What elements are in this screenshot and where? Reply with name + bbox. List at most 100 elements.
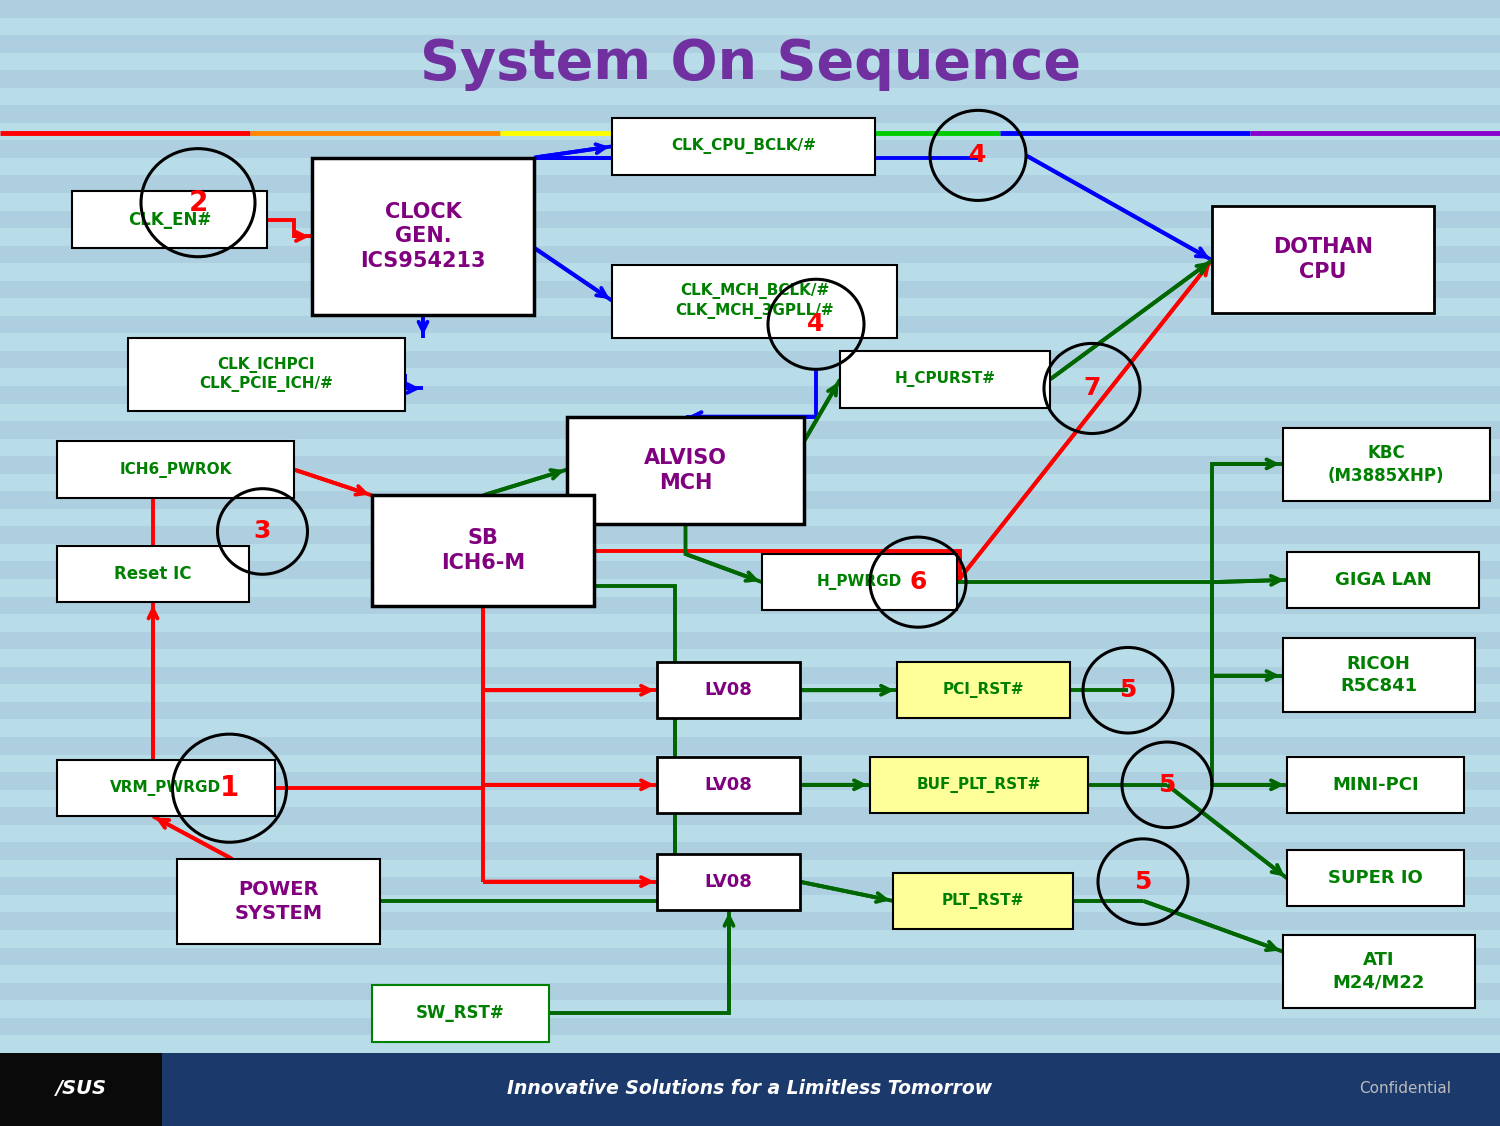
Text: ALVISO
MCH: ALVISO MCH: [644, 448, 728, 492]
Bar: [0, 298, 1500, 315]
Bar: [72, 191, 267, 248]
Bar: [0, 368, 1500, 386]
Text: PLT_RST#: PLT_RST#: [942, 893, 1023, 909]
Text: Reset IC: Reset IC: [114, 565, 192, 583]
Bar: [0, 263, 1500, 280]
Bar: [0, 70, 1500, 88]
Bar: [0, 0, 1500, 18]
Text: SB
ICH6-M: SB ICH6-M: [441, 528, 525, 573]
Text: KBC
(M3885XHP): KBC (M3885XHP): [1328, 445, 1444, 484]
Bar: [372, 985, 549, 1042]
Bar: [0, 789, 1500, 807]
Bar: [892, 873, 1072, 929]
Bar: [0, 965, 1500, 983]
Bar: [0, 211, 1500, 229]
Bar: [1212, 206, 1434, 313]
Bar: [0, 88, 1500, 105]
Bar: [0, 280, 1500, 298]
Bar: [762, 554, 957, 610]
Text: SUPER IO: SUPER IO: [1328, 869, 1424, 887]
Text: ATI
M24/M22: ATI M24/M22: [1332, 951, 1425, 991]
Bar: [0, 597, 1500, 614]
Text: 1: 1: [220, 775, 238, 802]
Bar: [1287, 552, 1479, 608]
Bar: [0, 860, 1500, 877]
Text: Innovative Solutions for a Limitless Tomorrow: Innovative Solutions for a Limitless Tom…: [507, 1080, 993, 1098]
Text: 7: 7: [1083, 376, 1101, 401]
Text: 6: 6: [909, 570, 927, 595]
Bar: [0, 456, 1500, 474]
Text: DOTHAN
CPU: DOTHAN CPU: [1274, 238, 1372, 282]
Bar: [0, 614, 1500, 632]
Text: 2: 2: [189, 189, 207, 216]
Text: SW_RST#: SW_RST#: [416, 1004, 506, 1022]
Text: ICH6_PWROK: ICH6_PWROK: [120, 462, 231, 477]
Bar: [0, 842, 1500, 860]
Bar: [612, 265, 897, 338]
Bar: [0, 123, 1500, 141]
Bar: [657, 757, 800, 813]
Bar: [0, 1053, 1500, 1126]
Bar: [0, 193, 1500, 211]
Bar: [0, 667, 1500, 685]
Bar: [1287, 850, 1464, 906]
Text: 3: 3: [254, 519, 272, 544]
Bar: [0, 947, 1500, 965]
Text: MINI-PCI: MINI-PCI: [1332, 776, 1419, 794]
Bar: [0, 439, 1500, 456]
Text: VRM_PWRGD: VRM_PWRGD: [110, 780, 222, 796]
Bar: [0, 983, 1500, 1000]
Bar: [128, 338, 405, 411]
Bar: [1282, 428, 1490, 501]
Bar: [0, 632, 1500, 650]
Bar: [567, 417, 804, 524]
Text: CLOCK
GEN.
ICS954213: CLOCK GEN. ICS954213: [360, 202, 486, 271]
Bar: [0, 562, 1500, 579]
Bar: [0, 877, 1500, 895]
Bar: [0, 1018, 1500, 1035]
Text: CLK_ICHPCI
CLK_PCIE_ICH/#: CLK_ICHPCI CLK_PCIE_ICH/#: [200, 357, 333, 392]
Text: PCI_RST#: PCI_RST#: [942, 682, 1024, 698]
Bar: [0, 720, 1500, 736]
Bar: [0, 351, 1500, 368]
Text: LV08: LV08: [705, 873, 752, 891]
Bar: [1282, 935, 1474, 1008]
Text: LV08: LV08: [705, 776, 752, 794]
Bar: [0, 754, 1500, 772]
Bar: [870, 757, 1088, 813]
Bar: [0, 807, 1500, 824]
Text: CLK_MCH_BCLK/#
CLK_MCH_3GPLL/#: CLK_MCH_BCLK/# CLK_MCH_3GPLL/#: [675, 284, 834, 319]
Bar: [0, 176, 1500, 193]
Text: CLK_EN#: CLK_EN#: [128, 211, 212, 229]
Bar: [0, 245, 1500, 263]
Bar: [0, 141, 1500, 158]
Bar: [840, 351, 1050, 408]
Text: 5: 5: [1158, 772, 1176, 797]
Bar: [0, 650, 1500, 667]
Bar: [0, 18, 1500, 35]
Text: 5: 5: [1119, 678, 1137, 703]
Text: System On Sequence: System On Sequence: [420, 37, 1080, 91]
Bar: [177, 859, 380, 944]
Bar: [0, 526, 1500, 544]
Bar: [0, 491, 1500, 509]
Bar: [1287, 757, 1464, 813]
Bar: [0, 1035, 1500, 1053]
Bar: [372, 495, 594, 606]
Bar: [0, 736, 1500, 754]
Bar: [897, 662, 1070, 718]
Text: LV08: LV08: [705, 681, 752, 699]
Bar: [0, 824, 1500, 842]
Bar: [1282, 638, 1474, 712]
Text: /SUS: /SUS: [56, 1080, 106, 1098]
Bar: [0, 403, 1500, 421]
Bar: [0, 1000, 1500, 1018]
Bar: [657, 854, 800, 910]
Bar: [0, 912, 1500, 930]
Text: POWER
SYSTEM: POWER SYSTEM: [234, 881, 322, 922]
Text: H_PWRGD: H_PWRGD: [818, 574, 902, 590]
Bar: [0, 0, 1500, 68]
Bar: [0, 105, 1500, 123]
Bar: [0, 895, 1500, 912]
Text: RICOH
R5C841: RICOH R5C841: [1340, 655, 1418, 695]
